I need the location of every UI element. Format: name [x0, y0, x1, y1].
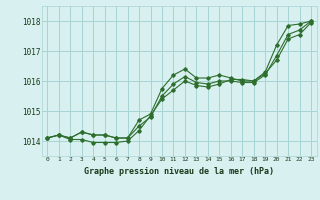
X-axis label: Graphe pression niveau de la mer (hPa): Graphe pression niveau de la mer (hPa): [84, 167, 274, 176]
